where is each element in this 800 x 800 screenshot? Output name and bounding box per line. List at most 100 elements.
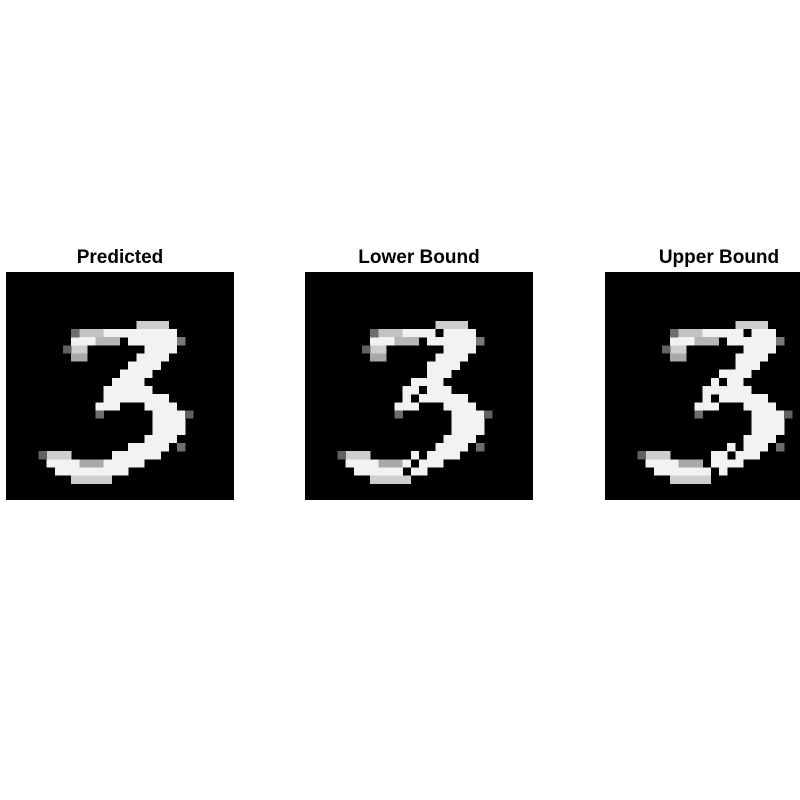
digit-pixel — [144, 337, 153, 346]
digit-pixel — [136, 459, 145, 468]
digit-pixel — [95, 467, 104, 476]
digit-pixel — [394, 337, 403, 346]
digit-pixel — [435, 353, 444, 362]
digit-pixel — [467, 426, 477, 436]
digit-pixel — [443, 402, 452, 411]
digit-pixel — [152, 361, 161, 370]
digit-pixel — [168, 418, 178, 427]
digit-pixel — [87, 475, 96, 484]
digit-pixel — [144, 434, 153, 444]
digit-pixel — [435, 451, 444, 460]
digit-pixel — [751, 345, 760, 354]
digit-pixel — [144, 361, 153, 370]
digit-pixel — [144, 402, 153, 411]
digit-pixel — [670, 475, 679, 484]
digit-pixel — [767, 337, 777, 346]
digit-pixel — [168, 434, 178, 444]
digit-pixel — [410, 337, 420, 346]
digit-pixel — [459, 434, 469, 444]
digit-pixel — [767, 410, 777, 419]
digit-pixel — [160, 418, 170, 427]
digit-pixel — [451, 320, 460, 330]
digit-pixel — [144, 369, 153, 379]
digit-pixel — [694, 467, 703, 476]
digit-pixel — [120, 467, 129, 476]
digit-pixel — [427, 337, 436, 346]
digit-pixel — [177, 337, 186, 346]
digit-pixel — [370, 329, 379, 338]
digit-pixel — [662, 467, 671, 476]
digit-pixel — [144, 394, 153, 403]
digit-pixel — [435, 459, 444, 468]
digit-pixel — [767, 434, 777, 444]
digit-pixel — [111, 394, 121, 403]
digit-pixel — [128, 337, 137, 346]
digit-pixel — [743, 443, 752, 452]
digit-pixel — [103, 386, 113, 395]
digit-pixel — [670, 345, 679, 354]
digit-pixel — [735, 451, 744, 460]
digit-pixel — [370, 475, 379, 484]
digit-pixel — [168, 410, 178, 419]
digit-pixel — [370, 345, 379, 354]
digit-pixel — [759, 434, 769, 444]
digit-pixel — [459, 345, 469, 354]
digit-pixel — [451, 337, 460, 346]
digit-pixel — [79, 337, 88, 346]
digit-pixel — [144, 443, 153, 452]
digit-pixel — [443, 337, 452, 346]
digit-pixel — [743, 386, 752, 395]
digit-pixel — [71, 467, 80, 476]
digit-pixel — [353, 467, 363, 476]
digit-pixel — [120, 459, 129, 468]
digit-pixel — [694, 402, 703, 411]
digit-pixel — [727, 459, 736, 468]
digit-pixel — [719, 459, 728, 468]
digit-pixel — [776, 337, 785, 346]
digit-pixel — [759, 402, 769, 411]
digit-pixel — [751, 451, 760, 460]
digit-pixel — [678, 345, 687, 354]
digit-pixel — [759, 443, 769, 452]
digit-pixel — [71, 353, 80, 362]
digit-pixel — [759, 353, 769, 362]
digit-pixel — [662, 345, 671, 354]
digit-pixel — [443, 451, 452, 460]
digit-pixel — [152, 345, 161, 354]
digit-pixel — [160, 394, 170, 403]
digit-pixel — [87, 329, 96, 338]
digit-pixel — [378, 345, 387, 354]
digit-pixel — [111, 459, 121, 468]
digit-pixel — [451, 345, 460, 354]
digit-pixel — [362, 345, 371, 354]
digit-pixel — [410, 377, 420, 387]
digit-pixel — [459, 426, 469, 436]
digit-pixel — [402, 329, 412, 338]
digit-pixel — [710, 459, 720, 468]
digit-pixel — [410, 467, 420, 476]
digit-pixel — [79, 459, 88, 468]
digit-pixel — [160, 345, 170, 354]
digit-pixel — [735, 394, 744, 403]
digit-pixel — [662, 451, 671, 460]
digit-pixel — [419, 467, 428, 476]
digit-pixel — [694, 459, 703, 468]
digit-pixel — [71, 337, 80, 346]
digit-pixel — [144, 451, 153, 460]
digit-pixel — [751, 394, 760, 403]
digit-pixel — [136, 443, 145, 452]
digit-pixel — [386, 329, 395, 338]
digit-pixel — [459, 443, 469, 452]
digit-pixel — [645, 459, 655, 468]
digit-pixel — [678, 475, 687, 484]
digit-pixel — [751, 434, 760, 444]
digit-pixel — [451, 402, 460, 411]
digit-pixel — [144, 353, 153, 362]
digit-pixel — [79, 345, 88, 354]
digit-pixel — [152, 418, 161, 427]
digit-pixel — [402, 337, 412, 346]
digit-pixel — [378, 329, 387, 338]
digit-pixel — [759, 394, 769, 403]
digit-pixel — [410, 329, 420, 338]
digit-pixel — [751, 418, 760, 427]
